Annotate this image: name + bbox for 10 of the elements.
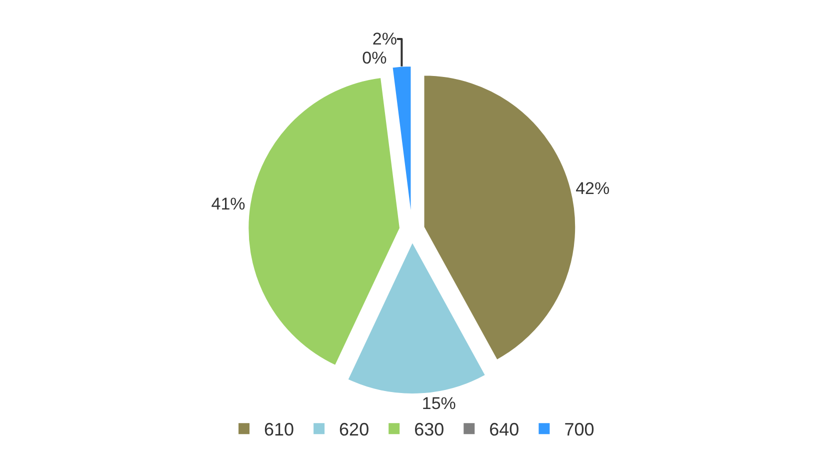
data-label: 41% (211, 194, 246, 214)
text: 0% (362, 48, 387, 68)
legend-label: 610 (264, 420, 294, 440)
legend-label: 700 (564, 420, 594, 440)
legend-label: 620 (339, 420, 370, 440)
data-label: 2% (372, 29, 397, 48)
data-label: 42% (576, 179, 610, 198)
legend-label: 640 (489, 420, 520, 440)
data-label: 15% (422, 394, 456, 413)
legend-label: 630 (414, 420, 444, 440)
